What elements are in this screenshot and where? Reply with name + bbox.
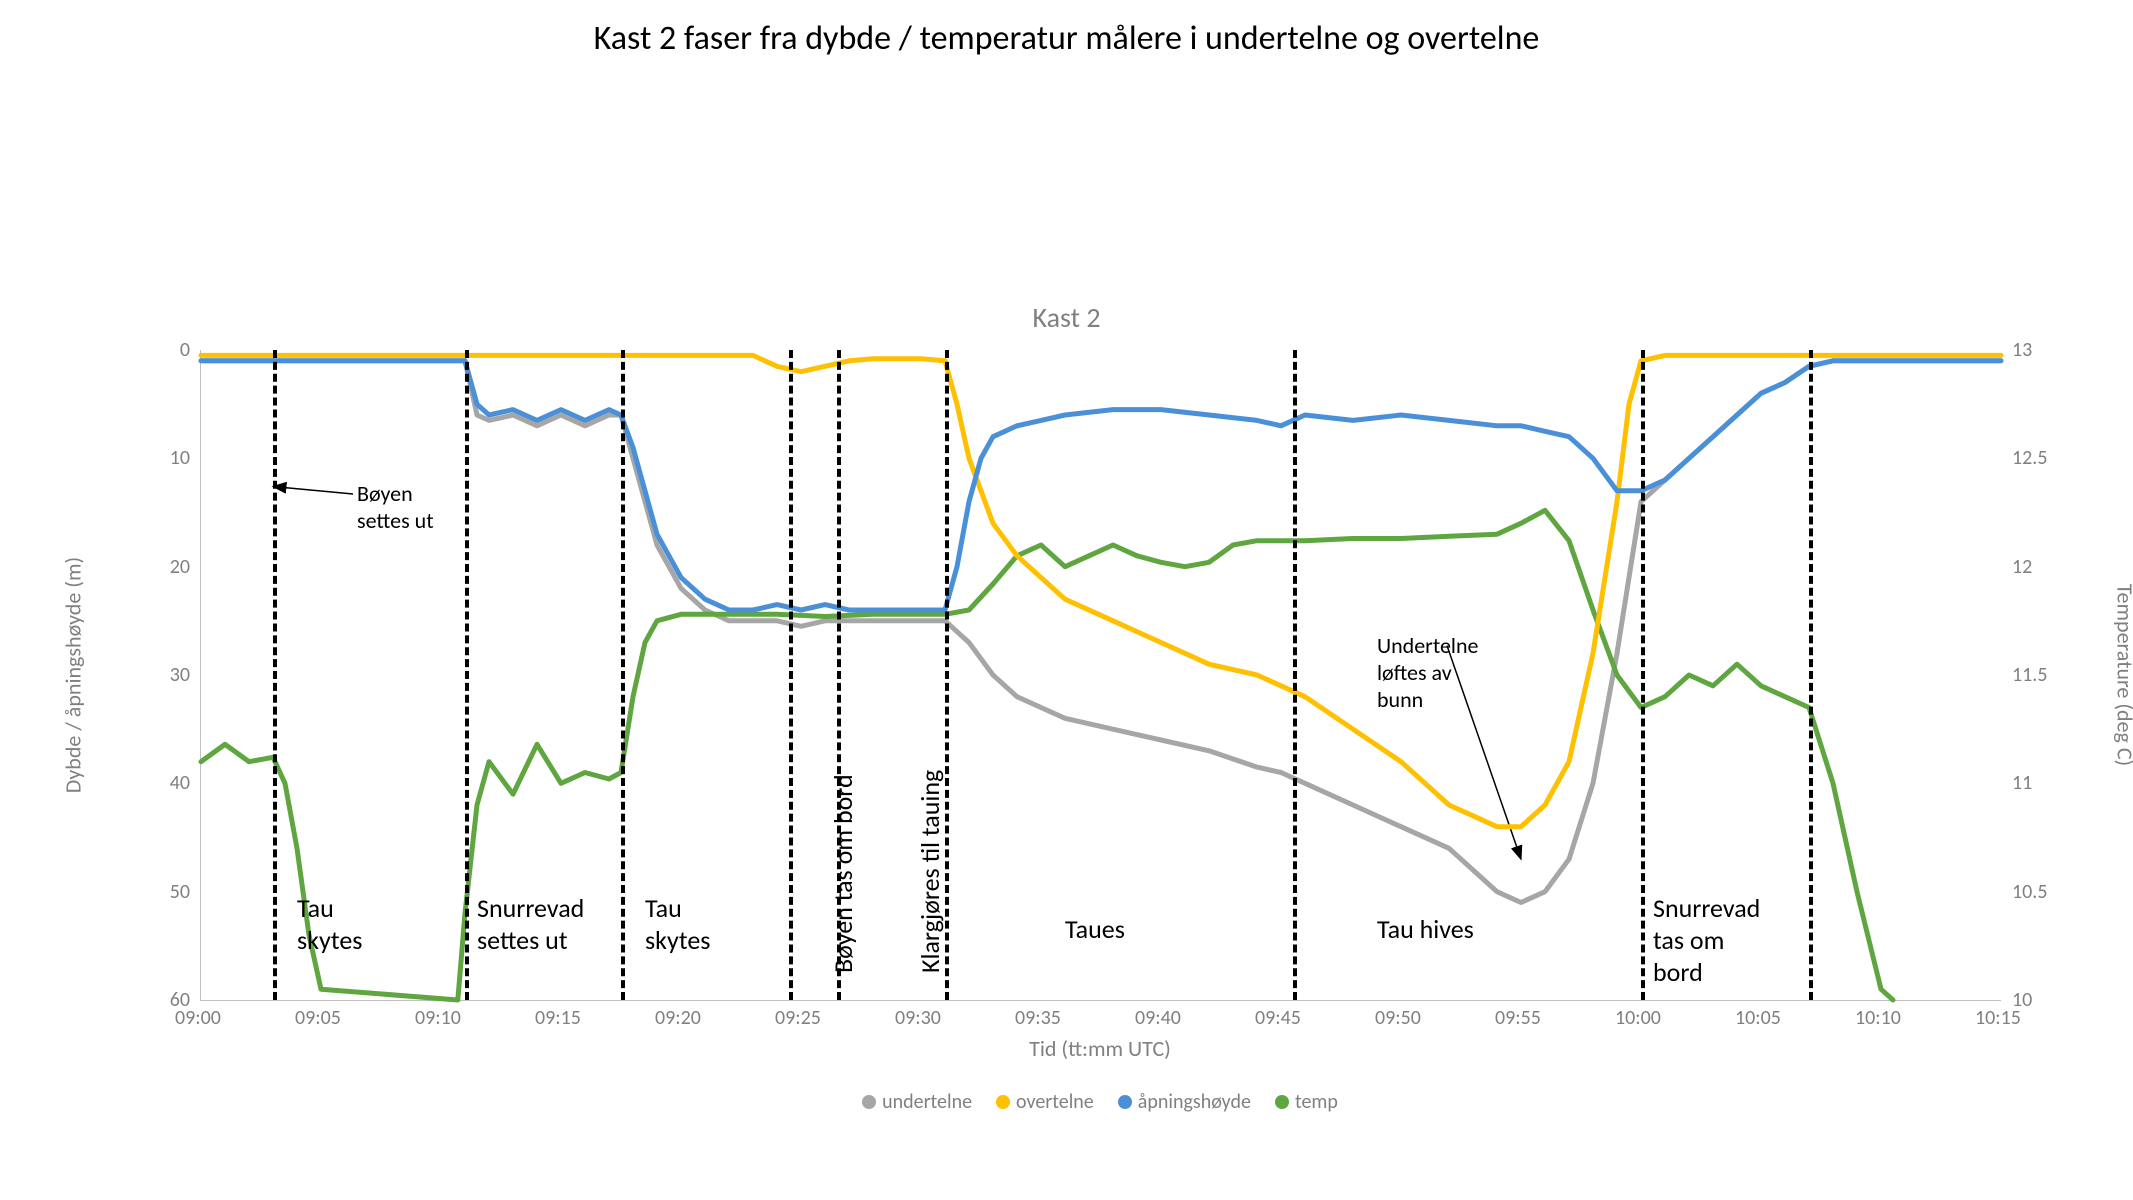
legend-dot-icon xyxy=(996,1095,1010,1109)
x-tick-label: 09:15 xyxy=(535,1006,581,1030)
y-left-tick-label: 10 xyxy=(170,446,190,470)
series-overtelne xyxy=(201,355,2001,826)
chart-subtitle: Kast 2 xyxy=(0,300,2133,335)
x-tick-label: 09:20 xyxy=(655,1006,701,1030)
x-tick-label: 09:55 xyxy=(1495,1006,1541,1030)
x-tick-label: 09:50 xyxy=(1375,1006,1421,1030)
y-right-tick-label: 12.5 xyxy=(2012,446,2047,470)
x-tick-label: 09:10 xyxy=(415,1006,461,1030)
phase-label: Snurrevadsettes ut xyxy=(477,892,584,956)
legend-dot-icon xyxy=(862,1095,876,1109)
series-undertelne xyxy=(201,361,2001,903)
legend-label: undertelne xyxy=(882,1090,972,1114)
x-tick-label: 09:30 xyxy=(895,1006,941,1030)
y-right-tick-label: 10.5 xyxy=(2012,880,2047,904)
y-right-tick-label: 13 xyxy=(2012,338,2032,362)
x-tick-label: 10:05 xyxy=(1735,1006,1781,1030)
x-tick-label: 09:40 xyxy=(1135,1006,1181,1030)
legend-item: undertelne xyxy=(862,1090,972,1114)
y-left-tick-label: 20 xyxy=(170,555,190,579)
phase-label: Tau hives xyxy=(1377,913,1474,945)
chart-annotation: Undertelneløftes avbunn xyxy=(1377,632,1478,713)
phase-divider xyxy=(273,350,277,1000)
y-right-axis-label: Temperature (deg C) xyxy=(2112,350,2133,1000)
legend-dot-icon xyxy=(1118,1095,1132,1109)
y-right-tick-label: 11.5 xyxy=(2012,663,2047,687)
y-left-axis-label: Dybde / åpningshøyde (m) xyxy=(60,350,87,1000)
x-axis-label: Tid (tt:mm UTC) xyxy=(200,1035,2000,1062)
y-left-tick-label: 60 xyxy=(170,988,190,1012)
phase-label: Taues xyxy=(1065,913,1125,945)
y-left-tick-label: 30 xyxy=(170,663,190,687)
x-tick-label: 10:00 xyxy=(1615,1006,1661,1030)
x-tick-label: 09:45 xyxy=(1255,1006,1301,1030)
y-right-tick-label: 12 xyxy=(2012,555,2032,579)
x-tick-label: 09:35 xyxy=(1015,1006,1061,1030)
y-left-tick-label: 0 xyxy=(180,338,190,362)
phase-label: Bøyen tas om bord xyxy=(827,774,859,973)
legend-item: åpningshøyde xyxy=(1118,1090,1251,1114)
phase-divider xyxy=(789,350,793,1000)
y-right-tick-label: 10 xyxy=(2012,988,2032,1012)
phase-divider xyxy=(1809,350,1813,1000)
y-right-tick-label: 11 xyxy=(2012,771,2032,795)
phase-label: Snurrevadtas ombord xyxy=(1653,892,1760,988)
legend-label: åpningshøyde xyxy=(1138,1090,1251,1114)
legend-item: temp xyxy=(1275,1090,1338,1114)
y-left-tick-label: 50 xyxy=(170,880,190,904)
x-tick-label: 10:10 xyxy=(1855,1006,1901,1030)
phase-divider xyxy=(465,350,469,1000)
legend: undertelne overtelne åpningshøyde temp xyxy=(200,1090,2000,1115)
legend-label: temp xyxy=(1295,1090,1338,1114)
x-tick-label: 09:05 xyxy=(295,1006,341,1030)
x-tick-label: 09:25 xyxy=(775,1006,821,1030)
chart-annotation: Bøyensettes ut xyxy=(357,480,434,534)
phase-label: Tauskytes xyxy=(297,892,362,956)
legend-dot-icon xyxy=(1275,1095,1289,1109)
legend-item: overtelne xyxy=(996,1090,1094,1114)
y-left-tick-label: 40 xyxy=(170,771,190,795)
phase-divider xyxy=(1641,350,1645,1000)
phase-label: Klargjøres til tauing xyxy=(914,770,946,973)
plot-area: Tauskytes Snurrevadsettes ut Tauskytes Bøye… xyxy=(200,350,2001,1001)
legend-label: overtelne xyxy=(1016,1090,1094,1114)
annotation-arrow xyxy=(273,487,353,495)
phase-divider xyxy=(621,350,625,1000)
phase-label: Tauskytes xyxy=(645,892,710,956)
chart-title: Kast 2 faser fra dybde / temperatur måle… xyxy=(0,18,2133,59)
phase-divider xyxy=(1293,350,1297,1000)
chart-page: Kast 2 faser fra dybde / temperatur måle… xyxy=(0,0,2133,1200)
